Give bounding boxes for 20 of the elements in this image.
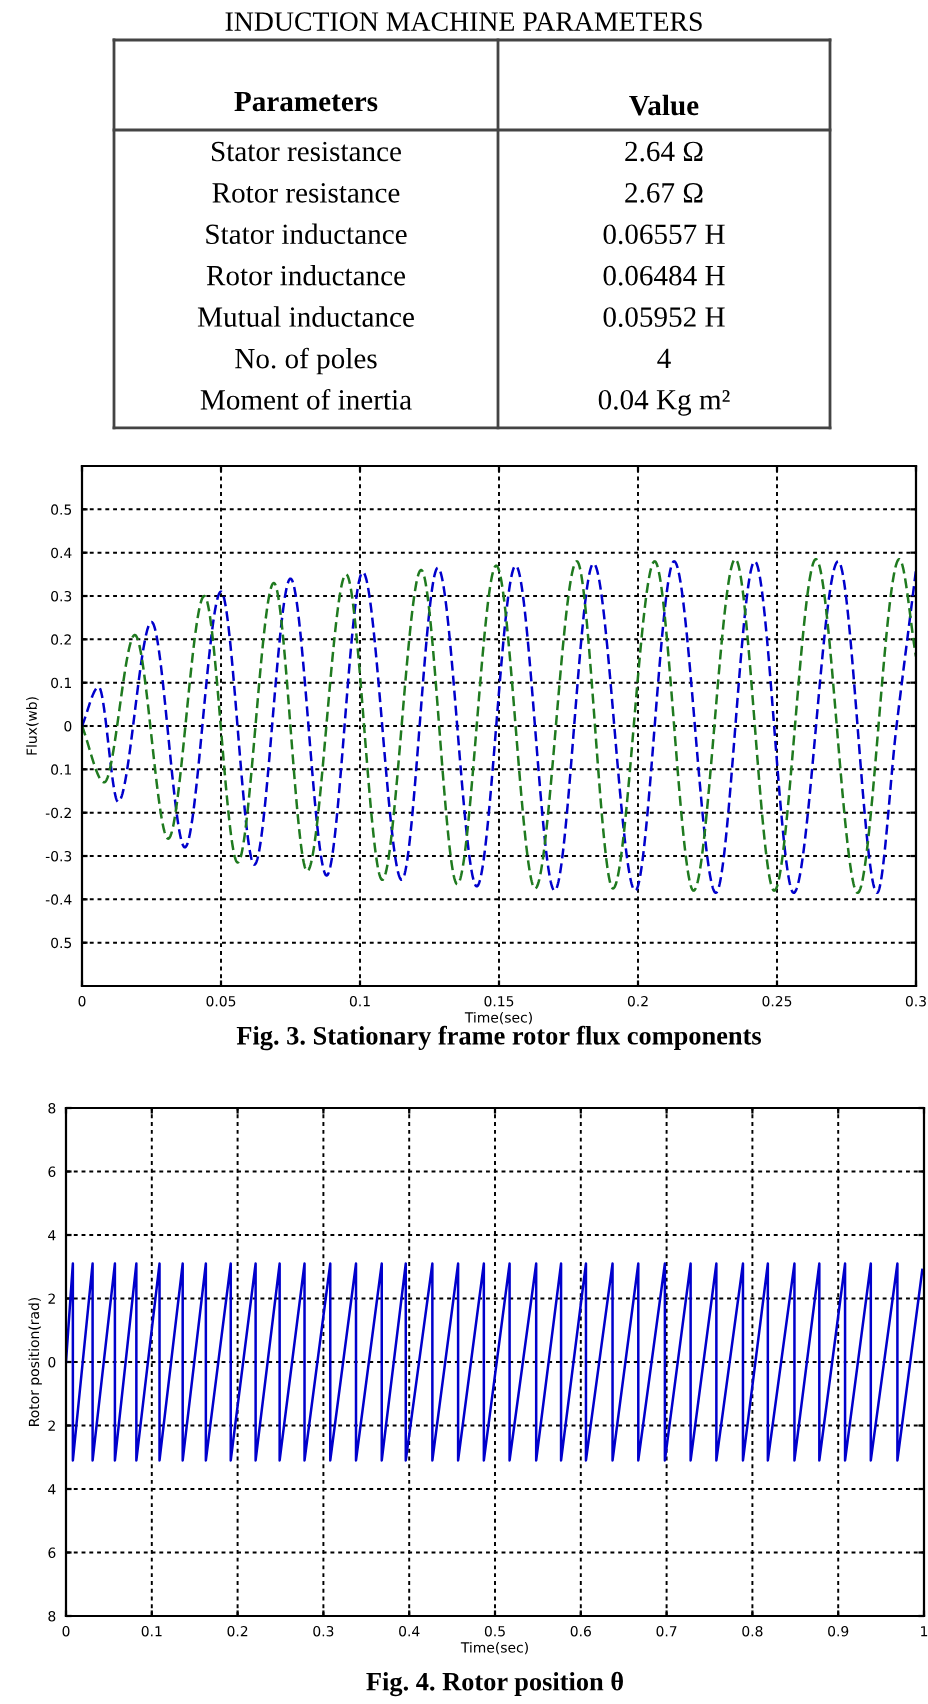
text: Mutual inductance — [197, 306, 414, 327]
text: Moment of inertia — [200, 388, 412, 410]
text: Rotor resistance — [212, 183, 400, 203]
text: 0.05952 H — [603, 307, 725, 328]
text: Rotor inductance — [206, 264, 406, 286]
text: No. of poles — [235, 347, 377, 375]
text: Stator resistance — [211, 141, 401, 162]
text: 2.67 Ω — [625, 183, 703, 203]
text: INDUCTION MACHINE PARAMETERS — [225, 12, 702, 31]
text: Value — [629, 94, 699, 116]
text: Parameters — [234, 91, 378, 112]
text: 0.04 Kg m² — [598, 389, 730, 416]
text: 4 — [657, 348, 671, 369]
text: 0.06484 H — [603, 265, 725, 286]
text: Stator inductance — [206, 223, 407, 245]
text: Fig. 3. Stationary frame rotor flux components — [236, 1025, 762, 1051]
text: 2.64 Ω — [625, 141, 703, 162]
text: 0.06557 H — [603, 224, 725, 245]
line-series — [66, 1262, 924, 1462]
text: Fig. 4. Rotor position θ — [366, 1671, 623, 1697]
